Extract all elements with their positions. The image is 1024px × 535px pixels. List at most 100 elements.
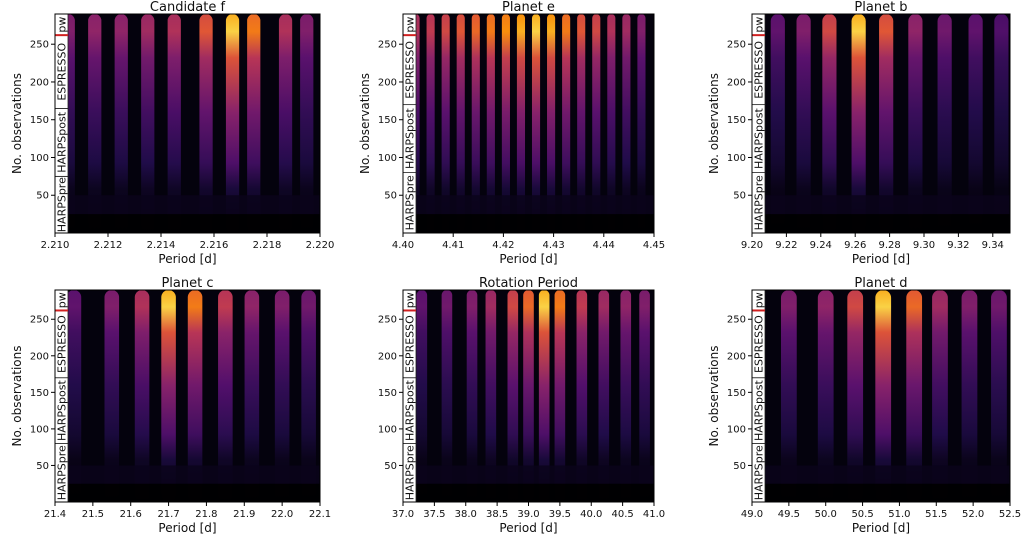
x-axis-label: Period [d]	[852, 521, 910, 535]
periodogram-peak	[88, 14, 102, 233]
periodogram-peak	[104, 290, 120, 502]
panel-1: HARPSpre HARPSpost ESPRESSO pw 4.40 4.41 4.42 4…	[358, 0, 665, 266]
periodogram-peak	[961, 290, 978, 502]
periodogram-peak	[639, 290, 650, 502]
y-axis-label: No. observations	[10, 346, 24, 447]
periodogram-peak	[598, 290, 610, 502]
periodogram-peak	[274, 290, 290, 502]
instrument-label: pw	[753, 17, 766, 33]
x-tick-label: 9.22	[775, 240, 797, 251]
periodogram-peak	[637, 14, 646, 233]
panel-title: Planet e	[502, 0, 555, 15]
x-axis-label: Period [d]	[499, 252, 557, 266]
x-tick-label: 4.40	[392, 240, 414, 251]
y-tick-label: 250	[727, 40, 746, 51]
periodogram-peak	[770, 14, 785, 233]
x-tick-label: 9.34	[982, 240, 1004, 251]
periodogram-peak	[456, 14, 465, 233]
periodogram-peak	[908, 14, 923, 233]
periodogram-peak	[937, 14, 952, 233]
periodogram-peak	[167, 14, 181, 233]
y-axis-label: No. observations	[358, 73, 372, 174]
x-tick-label: 2.220	[306, 240, 335, 251]
instrument-label: HARPSpre	[56, 177, 69, 232]
x-tick-label: 21.8	[195, 509, 217, 520]
instrument-label: pw	[56, 292, 69, 308]
periodogram-peak	[932, 290, 948, 502]
instrument-label: ESPRESSO	[56, 43, 69, 101]
x-tick-label: 4.42	[492, 240, 514, 251]
panel-4: HARPSpre HARPSpost ESPRESSO pw 37.0 37.5 38.0 3…	[378, 276, 665, 535]
periodogram-peak	[441, 14, 450, 233]
y-tick-label: 150	[378, 388, 397, 399]
y-tick-label: 50	[733, 461, 746, 472]
axes-frame	[54, 289, 321, 503]
x-axis-label: Period [d]	[158, 521, 216, 535]
panel-title: Planet b	[854, 0, 907, 15]
instrument-label: pw	[56, 17, 69, 33]
periodogram-peak	[554, 290, 566, 502]
panel-5: HARPSpre HARPSpost ESPRESSO pw 49.0 49.5 50.0 5…	[707, 276, 1021, 535]
periodogram-peak	[516, 14, 526, 233]
x-tick-label: 38.5	[486, 509, 508, 520]
periodogram-peak	[187, 290, 203, 502]
periodogram-peak	[851, 14, 866, 233]
periodogram-peak	[562, 14, 571, 233]
instrument-label: pw	[753, 292, 766, 308]
y-tick-label: 50	[36, 191, 49, 202]
y-tick-label: 150	[378, 115, 397, 126]
x-tick-label: 52.5	[999, 509, 1021, 520]
y-tick-label: 100	[378, 153, 397, 164]
periodogram-peak	[416, 290, 428, 502]
y-tick-label: 100	[30, 153, 49, 164]
periodogram-peak	[441, 290, 453, 502]
panel-2: HARPSpre HARPSpost ESPRESSO pw 9.20 9.22 9.24 9…	[707, 0, 1011, 266]
x-tick-label: 40.5	[611, 509, 633, 520]
periodogram-peak	[134, 290, 150, 502]
x-tick-label: 9.26	[844, 240, 866, 251]
x-tick-label: 2.218	[253, 240, 282, 251]
periodogram-peak	[486, 14, 495, 233]
x-tick-label: 39.0	[517, 509, 539, 520]
periodogram-peak	[906, 290, 923, 502]
axes-frame	[751, 289, 1011, 503]
instrument-label: ESPRESSO	[753, 315, 766, 373]
instrument-label: ESPRESSO	[56, 315, 69, 373]
periodogram-peak	[576, 290, 588, 502]
x-tick-label: 40.0	[580, 509, 602, 520]
periodogram-peak	[66, 290, 82, 502]
panel-0: HARPSpre HARPSpost ESPRESSO pw 2.210 2.212 2.2…	[10, 0, 334, 266]
y-tick-label: 50	[36, 461, 49, 472]
x-tick-label: 41.0	[643, 509, 665, 520]
y-tick-label: 200	[30, 351, 49, 362]
periodogram-peak	[577, 14, 586, 233]
periodogram-peak	[620, 290, 632, 502]
instrument-label: ESPRESSO	[753, 41, 766, 99]
periodogram-peak	[991, 290, 1007, 502]
periodogram-peak	[822, 14, 837, 233]
y-tick-label: 50	[384, 461, 397, 472]
instrument-label: HARPSpost	[56, 380, 69, 441]
periodogram-peak	[607, 14, 616, 233]
periodogram-peak	[278, 14, 293, 233]
heatmap	[55, 290, 320, 502]
instrument-label: ESPRESSO	[404, 315, 417, 373]
x-tick-label: 51.0	[888, 509, 910, 520]
periodogram-peak	[501, 14, 510, 233]
x-tick-label: 50.5	[851, 509, 873, 520]
periodogram-peak	[622, 14, 631, 233]
periodogram-peak	[817, 290, 834, 502]
x-tick-label: 4.44	[593, 240, 615, 251]
y-tick-label: 200	[378, 77, 397, 88]
periodogram-peak	[875, 290, 892, 502]
y-tick-label: 100	[378, 424, 397, 435]
periodogram-peak	[507, 290, 519, 502]
instrument-label: HARPSpre	[404, 445, 417, 500]
x-tick-label: 52.0	[962, 509, 984, 520]
y-tick-label: 50	[384, 191, 397, 202]
periodogram-peak	[114, 14, 128, 233]
x-axis-label: Period [d]	[158, 252, 216, 266]
x-tick-label: 21.9	[233, 509, 255, 520]
y-tick-label: 250	[30, 315, 49, 326]
panel-title: Rotation Period	[479, 276, 578, 291]
